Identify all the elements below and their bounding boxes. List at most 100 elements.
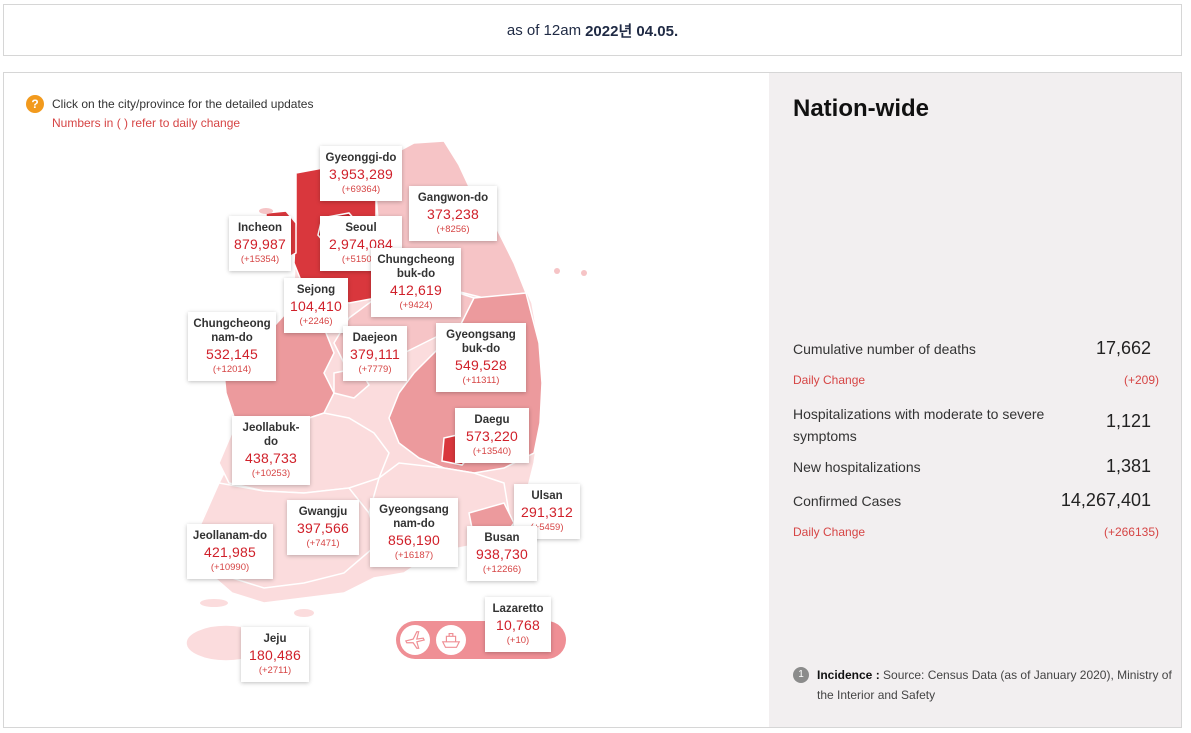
region-name: Chungcheong buk-do: [377, 254, 455, 280]
region-name: Gyeongsang buk-do: [446, 329, 516, 355]
region-cases: 379,111: [350, 346, 400, 362]
region-daily-change: (+9424): [399, 300, 433, 311]
region-cases: 573,220: [465, 428, 518, 444]
region-name: Daegu: [474, 414, 510, 426]
region-card-chungbuk[interactable]: Chungcheong buk-do 412,619 (+9424): [371, 248, 461, 317]
region-daily-change: (+12014): [212, 364, 252, 375]
region-name: Jeollabuk-do: [242, 422, 300, 448]
region-daily-change: (+51504): [341, 254, 381, 265]
region-name: Chungcheong nam-do: [193, 318, 271, 344]
region-card-gyeongnam[interactable]: Gyeongsang nam-do 856,190 (+16187): [370, 498, 458, 567]
region-name: Sejong: [296, 284, 336, 296]
hosp-row: Hospitalizations with moderate to severe…: [793, 403, 1159, 447]
date-banner: as of 12am 2022년 04.05.: [3, 4, 1182, 56]
region-daily-change: (+7471): [306, 538, 340, 549]
region-name: Gwangju: [298, 506, 348, 518]
region-cases: 104,410: [289, 298, 342, 314]
region-card-busan[interactable]: Busan 938,730 (+12266): [467, 526, 537, 581]
region-cases: 412,619: [389, 282, 442, 298]
region-card-gyeonggi[interactable]: Gyeonggi-do 3,953,289 (+69364): [320, 146, 402, 201]
region-cases: 549,528: [454, 357, 507, 373]
region-name: Seoul: [345, 222, 377, 234]
map-island: [200, 599, 228, 607]
region-daily-change: (+13540): [472, 446, 512, 457]
region-cases: 938,730: [475, 546, 528, 562]
region-name: Gyeongsang nam-do: [379, 504, 449, 530]
region-name: Lazaretto: [492, 603, 544, 615]
region-card-daegu[interactable]: Daegu 573,220 (+13540): [455, 408, 529, 463]
region-name: Incheon: [237, 222, 283, 234]
region-cases: 397,566: [296, 520, 349, 536]
question-icon: ?: [26, 95, 44, 113]
region-cases: 421,985: [203, 544, 256, 560]
region-daily-change: (+12266): [482, 564, 522, 575]
airplane-icon: [400, 625, 430, 655]
region-daily-change: (+10990): [210, 562, 250, 573]
region-daily-change: (+69364): [341, 184, 381, 195]
new-hosp-value: 1,381: [1105, 456, 1151, 476]
map-area: ? Click on the city/province for the det…: [4, 73, 769, 727]
ship-icon: [436, 625, 466, 655]
deaths-change-label: Daily Change: [793, 373, 866, 387]
region-card-gyeongbuk[interactable]: Gyeongsang buk-do 549,528 (+11311): [436, 323, 526, 392]
map-island: [294, 609, 314, 617]
region-name: Daejeon: [352, 332, 398, 344]
region-card-incheon[interactable]: Incheon 879,987 (+15354): [229, 216, 291, 271]
region-daily-change: (+8256): [436, 224, 470, 235]
region-name: Busan: [484, 532, 520, 544]
region-card-gwangju[interactable]: Gwangju 397,566 (+7471): [287, 500, 359, 555]
region-name: Ulsan: [531, 490, 563, 502]
region-card-gangwon[interactable]: Gangwon-do 373,238 (+8256): [409, 186, 497, 241]
region-cases: 856,190: [387, 532, 440, 548]
region-name: Gangwon-do: [417, 192, 489, 204]
confirmed-change-label: Daily Change: [793, 525, 866, 539]
hint-daily-change: Numbers in ( ) refer to daily change: [52, 116, 241, 130]
region-card-jeju[interactable]: Jeju 180,486 (+2711): [241, 627, 309, 682]
region-card-lazaretto[interactable]: Lazaretto 10,768 (+10): [485, 597, 551, 652]
confirmed-change-row: Daily Change (+266135): [793, 525, 1159, 539]
confirmed-label: Confirmed Cases: [793, 493, 902, 509]
footnote-bold: Incidence :: [817, 668, 880, 682]
hint-text: Click on the city/province for the detai…: [52, 97, 314, 111]
region-cases: 373,238: [426, 206, 479, 222]
hosp-label: Hospitalizations with moderate to severe…: [793, 406, 1045, 444]
map-island: [554, 268, 560, 274]
region-card-chungnam[interactable]: Chungcheong nam-do 532,145 (+12014): [188, 312, 276, 381]
region-card-jeonbuk[interactable]: Jeollabuk-do 438,733 (+10253): [232, 416, 310, 485]
region-daily-change: (+10): [506, 635, 530, 646]
region-card-sejong[interactable]: Sejong 104,410 (+2246): [284, 278, 348, 333]
region-daily-change: (+11311): [462, 375, 500, 386]
region-daily-change: (+15354): [240, 254, 280, 265]
new-hosp-label: New hospitalizations: [793, 459, 921, 475]
region-name: Gyeonggi-do: [325, 152, 397, 164]
hosp-value: 1,121: [1105, 411, 1151, 431]
deaths-label: Cumulative number of deaths: [793, 341, 976, 357]
region-daily-change: (+10253): [251, 468, 291, 479]
confirmed-change-value: (+266135): [1103, 525, 1159, 539]
confirmed-value: 14,267,401: [1060, 490, 1151, 510]
region-card-daejeon[interactable]: Daejeon 379,111 (+7779): [343, 326, 407, 381]
map-hint: ? Click on the city/province for the det…: [26, 95, 313, 113]
nation-wide-panel: Nation-wide Cumulative number of deaths …: [769, 73, 1181, 727]
region-cases: 180,486: [248, 647, 301, 663]
status-panel: ? Click on the city/province for the det…: [3, 72, 1182, 728]
region-daily-change: (+16187): [394, 550, 434, 561]
region-daily-change: (+2246): [299, 316, 333, 327]
region-daily-change: (+2711): [258, 665, 292, 676]
deaths-change-value: (+209): [1123, 373, 1159, 387]
region-cases: 438,733: [244, 450, 297, 466]
date-value: 2022년 04.05.: [585, 22, 679, 40]
region-daily-change: (+7779): [358, 364, 392, 375]
deaths-value: 17,662: [1095, 338, 1151, 358]
date-prefix: as of 12am: [506, 21, 582, 39]
region-cases: 3,953,289: [328, 166, 394, 182]
region-cases: 879,987: [233, 236, 286, 252]
region-cases: 10,768: [495, 617, 541, 633]
map-island: [259, 208, 273, 214]
region-daily-change: (+5459): [530, 522, 564, 533]
region-card-jeonnam[interactable]: Jeollanam-do 421,985 (+10990): [187, 524, 273, 579]
footnote-text: Incidence : Source: Census Data (as of J…: [817, 665, 1178, 705]
nation-title: Nation-wide: [793, 95, 929, 122]
footnote-number: 1: [793, 667, 809, 683]
map-island: [581, 270, 587, 276]
